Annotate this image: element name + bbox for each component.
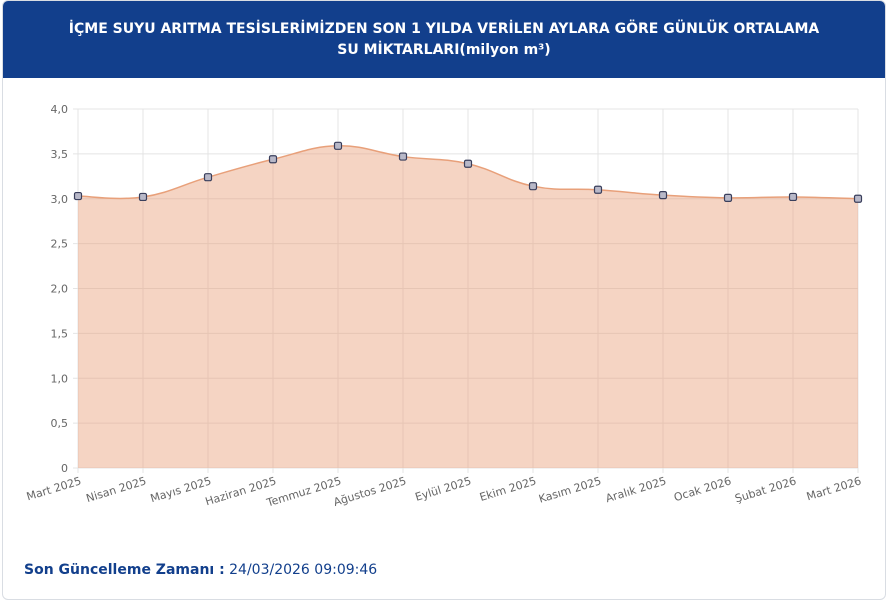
point [203,173,213,182]
x-tick-label: Mart 2026 [805,474,863,503]
y-tick-label: 3,5 [51,148,69,161]
point [723,193,733,202]
y-tick-label: 1,0 [51,372,69,385]
y-tick-label: 4,0 [51,103,69,116]
x-tick-label: Ocak 2026 [672,474,733,504]
chart: 0 0,5 1,0 1,5 2,0 2,5 3,0 3,5 4,0 Mart 2025 Nisan … [25,103,863,510]
point [853,194,863,203]
x-tick-label: Kasım 2025 [537,474,603,505]
point [138,192,148,202]
x-tick-label: Nisan 2025 [85,474,148,505]
y-tick-label: 1,5 [51,327,69,340]
x-tick-label: Ekim 2025 [478,474,538,504]
x-tick-label: Aralık 2025 [604,474,668,505]
y-tick-label: 0 [61,462,68,475]
point [268,155,278,164]
chart-title: İÇME SUYU ARITMA TESİSLERİMİZDEN SON 1 Y… [68,20,820,58]
y-tick-label: 2,5 [51,238,69,251]
x-tick-label: Temmuz 2025 [264,474,343,509]
x-tick-label: Eylül 2025 [414,474,473,503]
footer: Son Güncelleme Zamanı : 24/03/2026 09:09… [24,562,377,578]
area [78,145,858,468]
header: İÇME SUYU ARITMA TESİSLERİMİZDEN SON 1 Y… [3,1,885,78]
point [788,192,798,202]
x-tick-label: Mayıs 2025 [149,474,213,505]
x-tick-label: Ağustos 2025 [332,474,408,509]
footer-value: 24/03/2026 09:09:46 [229,562,378,578]
point [73,191,83,201]
y-tick-label: 3,0 [51,193,69,206]
point [398,152,408,161]
y-tick-label: 0,5 [51,417,69,430]
point [528,182,538,191]
y-tick-label: 2,0 [51,283,69,296]
x-tick-label: Mart 2025 [25,474,83,503]
point [658,191,668,200]
point [593,185,603,194]
point [333,141,343,150]
point [463,159,473,168]
x-tick-label: Şubat 2026 [733,474,798,505]
footer-label: Son Güncelleme Zamanı : [24,562,225,578]
